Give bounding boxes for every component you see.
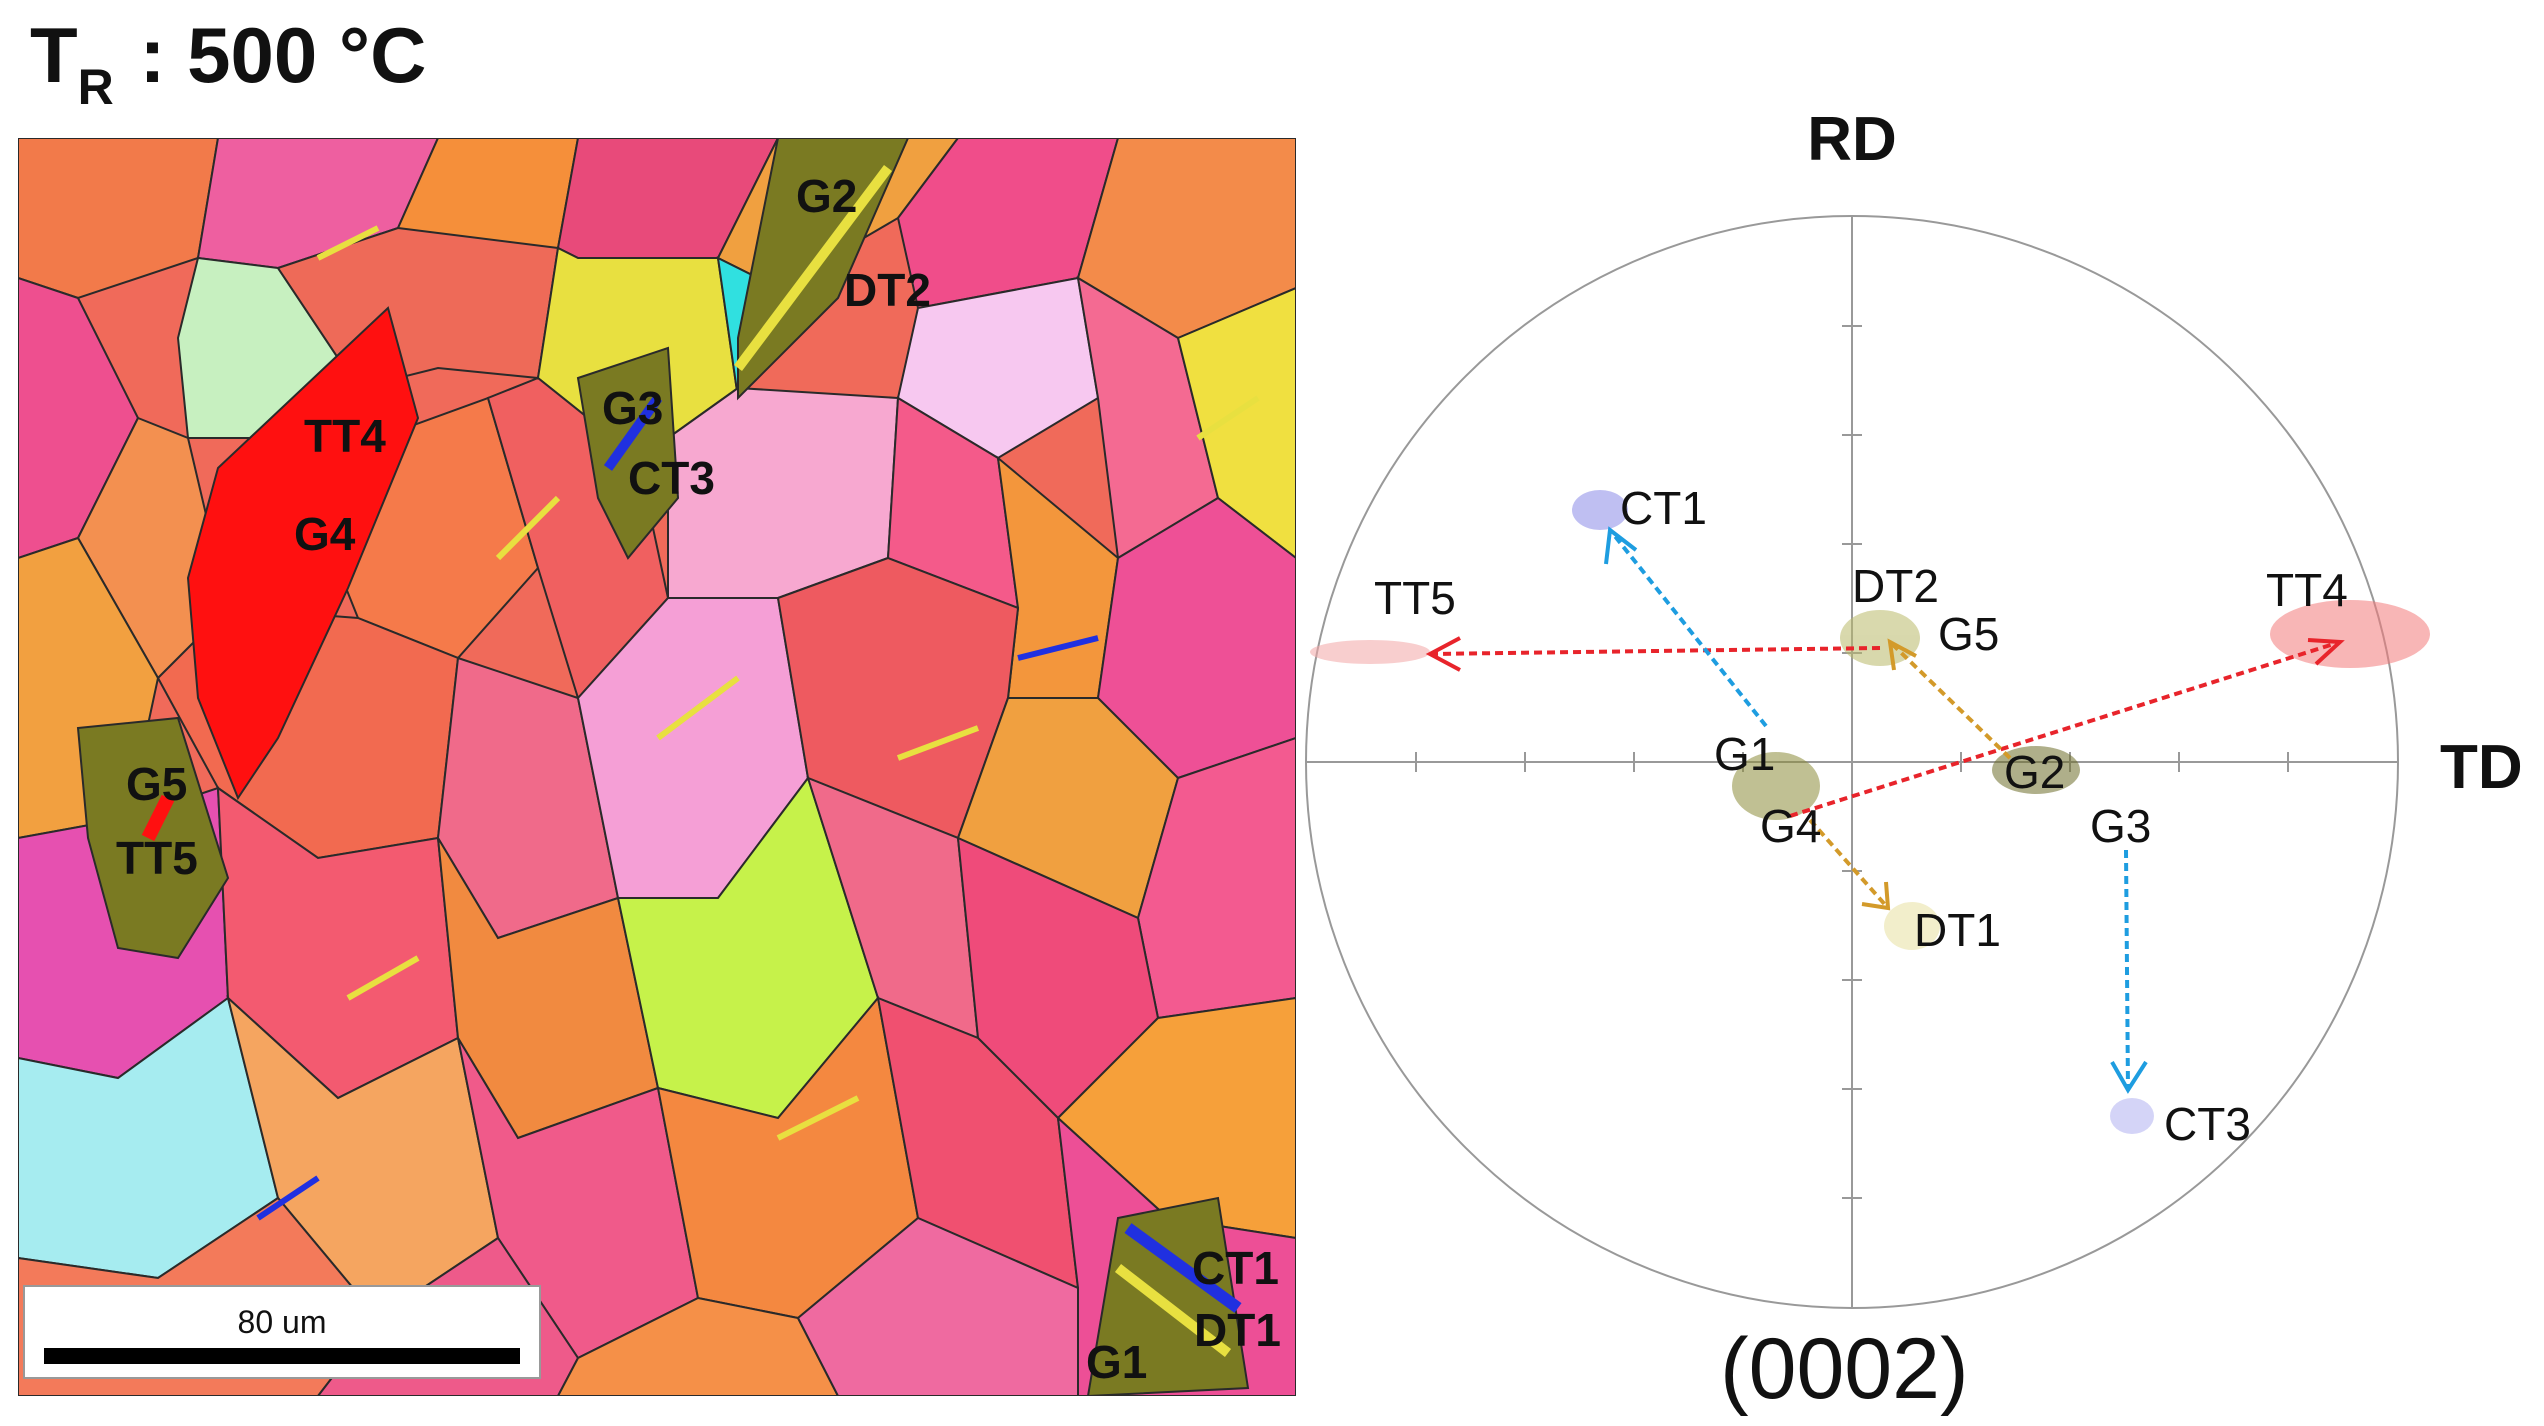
map-label-dt2: DT2 xyxy=(844,264,931,316)
title-subscript: R xyxy=(77,59,114,115)
map-label-tt4: TT4 xyxy=(304,410,386,462)
map-label-ct3: CT3 xyxy=(628,452,715,504)
pole-label-tt5: TT5 xyxy=(1374,572,1456,624)
grain-mosaic xyxy=(18,138,1296,1396)
pole-arrowheads xyxy=(1425,526,2345,1094)
scale-bar-label: 80 um xyxy=(238,1304,327,1340)
map-label-g1: G1 xyxy=(1086,1336,1147,1388)
pole-label-ct1: CT1 xyxy=(1620,482,1707,534)
pole-figure-caption: (0002) xyxy=(1720,1321,1969,1417)
pole-clusters xyxy=(1310,490,2430,1134)
map-label-tt5: TT5 xyxy=(116,832,198,884)
map-label-g3: G3 xyxy=(602,382,663,434)
pole-label-tt4: TT4 xyxy=(2266,564,2348,616)
map-label-g2: G2 xyxy=(796,170,857,222)
pole-label-dt1: DT1 xyxy=(1914,904,2001,956)
pole-label-g4: G4 xyxy=(1760,800,1821,852)
map-label-g4: G4 xyxy=(294,508,356,560)
scale-bar xyxy=(44,1348,520,1364)
title-temperature: : 500 °C xyxy=(139,11,427,99)
pole-arrows xyxy=(1429,528,2341,1091)
map-label-g5: G5 xyxy=(126,758,187,810)
map-label-dt1: DT1 xyxy=(1194,1304,1281,1356)
title-t: T xyxy=(30,11,78,99)
pole-label-g5: G5 xyxy=(1938,608,1999,660)
twin-lamellae xyxy=(141,165,1260,1357)
figure-title: TR : 500 °C xyxy=(30,10,427,115)
pole-label-g1: G1 xyxy=(1714,728,1775,780)
pole-figure: RD TD CT1 TT5 DT2 G5 TT4 G1 G2 G4 G3 DT1… xyxy=(1305,105,2523,1309)
axis-label-td: TD xyxy=(2440,733,2523,802)
pole-label-ct3: CT3 xyxy=(2164,1098,2251,1150)
map-label-ct1: CT1 xyxy=(1192,1242,1279,1294)
pole-label-g3: G3 xyxy=(2090,800,2151,852)
pole-label-dt2: DT2 xyxy=(1852,560,1939,612)
pole-label-g2: G2 xyxy=(2004,746,2065,798)
ebsd-map: 80 um G2 DT2 G3 CT3 TT4 G4 G5 TT5 CT1 DT… xyxy=(18,138,1296,1396)
axis-label-rd: RD xyxy=(1807,105,1897,174)
